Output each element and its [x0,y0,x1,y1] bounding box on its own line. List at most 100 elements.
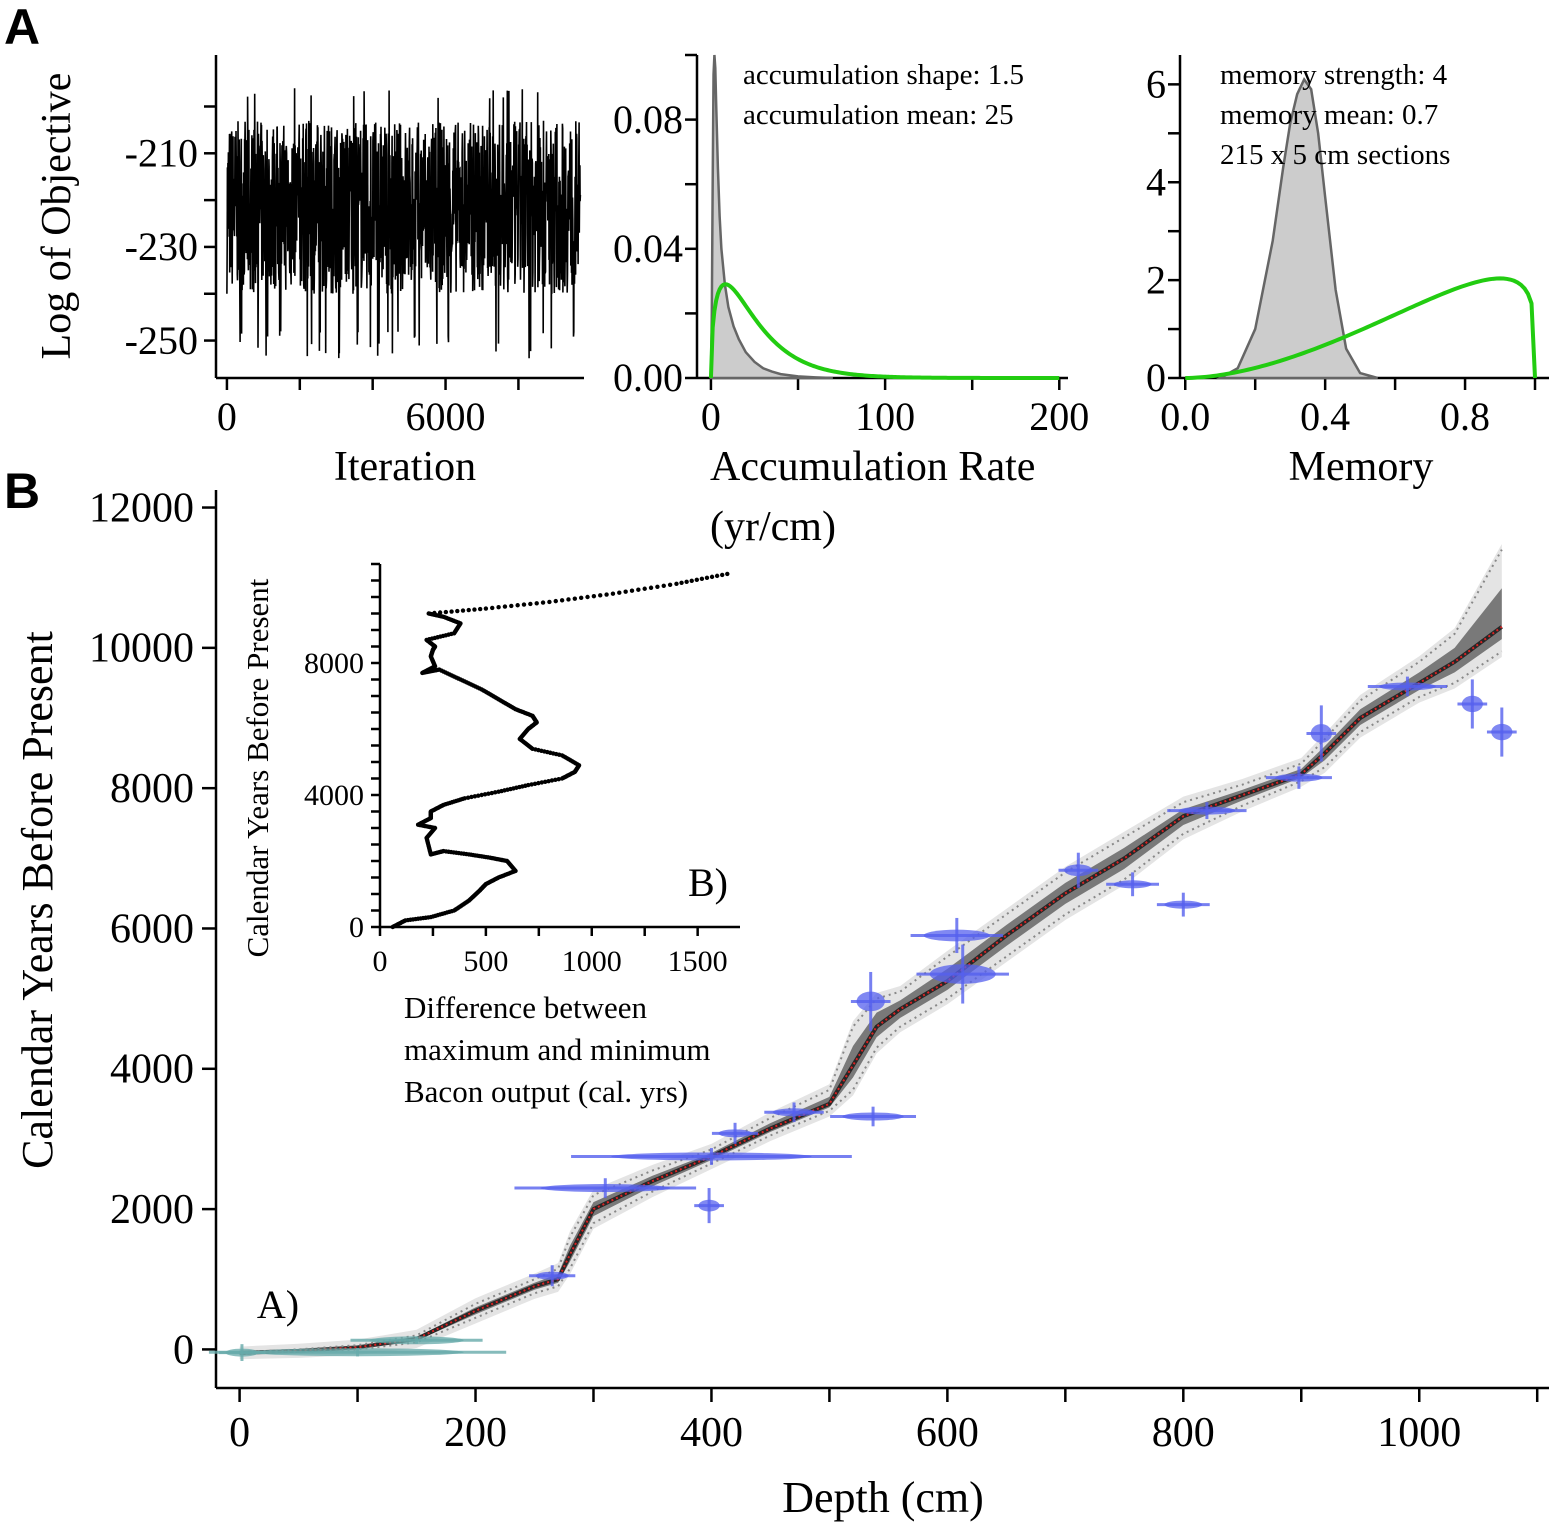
difference-point [469,794,474,800]
memory-annotation: memory strength: 4 [1220,59,1448,91]
difference-point [460,608,466,613]
difference-point [493,790,498,795]
date-glyph [916,944,1009,1004]
difference-point [642,586,647,591]
memory-plot: 0.0 0.4 0.8 0 2 4 6 Memory memory strength: 4 mem… [1146,55,1549,490]
y-axis-title: Calendar Years Before Present [13,631,62,1169]
x-axis-title: Iteration [334,444,476,490]
y-tick-label: 2 [1146,257,1166,302]
date-glyph [1156,892,1210,917]
difference-point [572,596,578,601]
difference-point [472,794,478,799]
y-axis-title: Log of Objective [34,73,80,360]
date-glyph [1167,802,1247,820]
y-tick-label: 0.00 [613,355,683,400]
accumulation-annotation: accumulation shape: 1.5 [743,59,1024,91]
difference-point [629,588,635,593]
x-tick-label: 400 [680,1410,743,1456]
difference-point [455,608,460,614]
x-tick-label: 6000 [406,394,486,439]
x-axis-title-units: (yr/cm) [710,504,836,550]
y-tick-label: 4 [1146,159,1166,204]
difference-point [482,792,488,797]
difference-point [449,609,454,614]
date-glyph [850,971,891,1031]
difference-point [585,594,590,600]
y-tick-label: 4000 [110,1047,194,1093]
x-tick-label: 1000 [1377,1410,1461,1456]
difference-point [610,591,616,596]
difference-point [539,780,544,785]
difference-point [556,776,561,782]
ci-lower-line [239,650,1503,1355]
x-tick-label: 0 [701,394,721,439]
difference-point [709,574,715,580]
date-glyph [1367,676,1448,697]
difference-point [476,793,481,798]
difference-point [604,592,609,597]
posterior-area [709,54,833,380]
y-tick-label: 6 [1146,62,1166,107]
date-glyph [1306,705,1337,762]
iteration-plot: 0 6000 -210 -230 -250 Iteration Log of Objecti… [34,55,584,490]
objective-trace-line [226,88,582,359]
difference-point [623,589,628,594]
x-axis-title: Accumulation Rate [710,444,1035,490]
difference-point [529,782,534,787]
accumulation-plot: 0 100 200 0.00 0.04 0.08 Accumulation Rate (yr/… [613,53,1089,550]
difference-point [578,595,584,601]
difference-point [483,606,489,611]
difference-point [432,610,437,616]
inset-x-axis-title-line: Difference between [404,990,647,1025]
difference-point [598,593,603,598]
posterior-area [1215,77,1378,380]
difference-point [725,571,730,577]
y-tick-label: 12000 [89,485,194,531]
difference-point [462,796,467,801]
inset-x-axis-title-line: Bacon output (cal. yrs) [404,1074,688,1109]
difference-point [699,576,705,582]
inset-x-axis-title-line: maximum and minimum [404,1032,711,1067]
y-tick-label: 8000 [304,647,364,680]
difference-point [532,781,538,786]
memory-annotation: memory mean: 0.7 [1220,99,1438,131]
inset-a-label: A) [257,1282,299,1327]
difference-point [684,579,689,585]
difference-point [547,599,552,605]
difference-point [617,590,622,595]
x-tick-label: 800 [1152,1410,1215,1456]
x-tick-label: 0 [229,1410,250,1456]
age-model-envelope [239,544,1502,1360]
difference-point [636,587,641,592]
difference-point [528,601,533,607]
age-model-core [239,588,1502,1354]
difference-point [502,604,508,609]
y-tick-label: 6000 [110,906,194,952]
y-tick-label: 0.04 [613,226,683,271]
difference-point [515,603,520,608]
difference-point [536,780,541,786]
x-axis-title: Depth (cm) [782,1473,984,1522]
difference-point [542,779,548,784]
x-tick-label: 200 [1029,394,1089,439]
x-tick-label: 200 [444,1410,507,1456]
y-tick-label: -250 [125,318,198,363]
y-tick-label: -210 [125,131,198,176]
difference-point [443,609,449,615]
difference-point [591,593,597,599]
date-glyph [711,1122,759,1144]
difference-point [559,598,565,603]
x-tick-label: 0.4 [1300,394,1350,439]
difference-point [509,603,514,609]
difference-point [553,598,558,604]
date-glyph [830,1106,917,1127]
date-glyph [1106,872,1160,897]
x-tick-label: 600 [916,1410,979,1456]
difference-point [689,578,694,584]
difference-point [521,602,527,607]
x-tick-label: 1500 [668,945,728,978]
x-tick-label: 0.0 [1160,394,1210,439]
y-tick-label: 0 [349,911,364,944]
difference-point [566,597,571,602]
